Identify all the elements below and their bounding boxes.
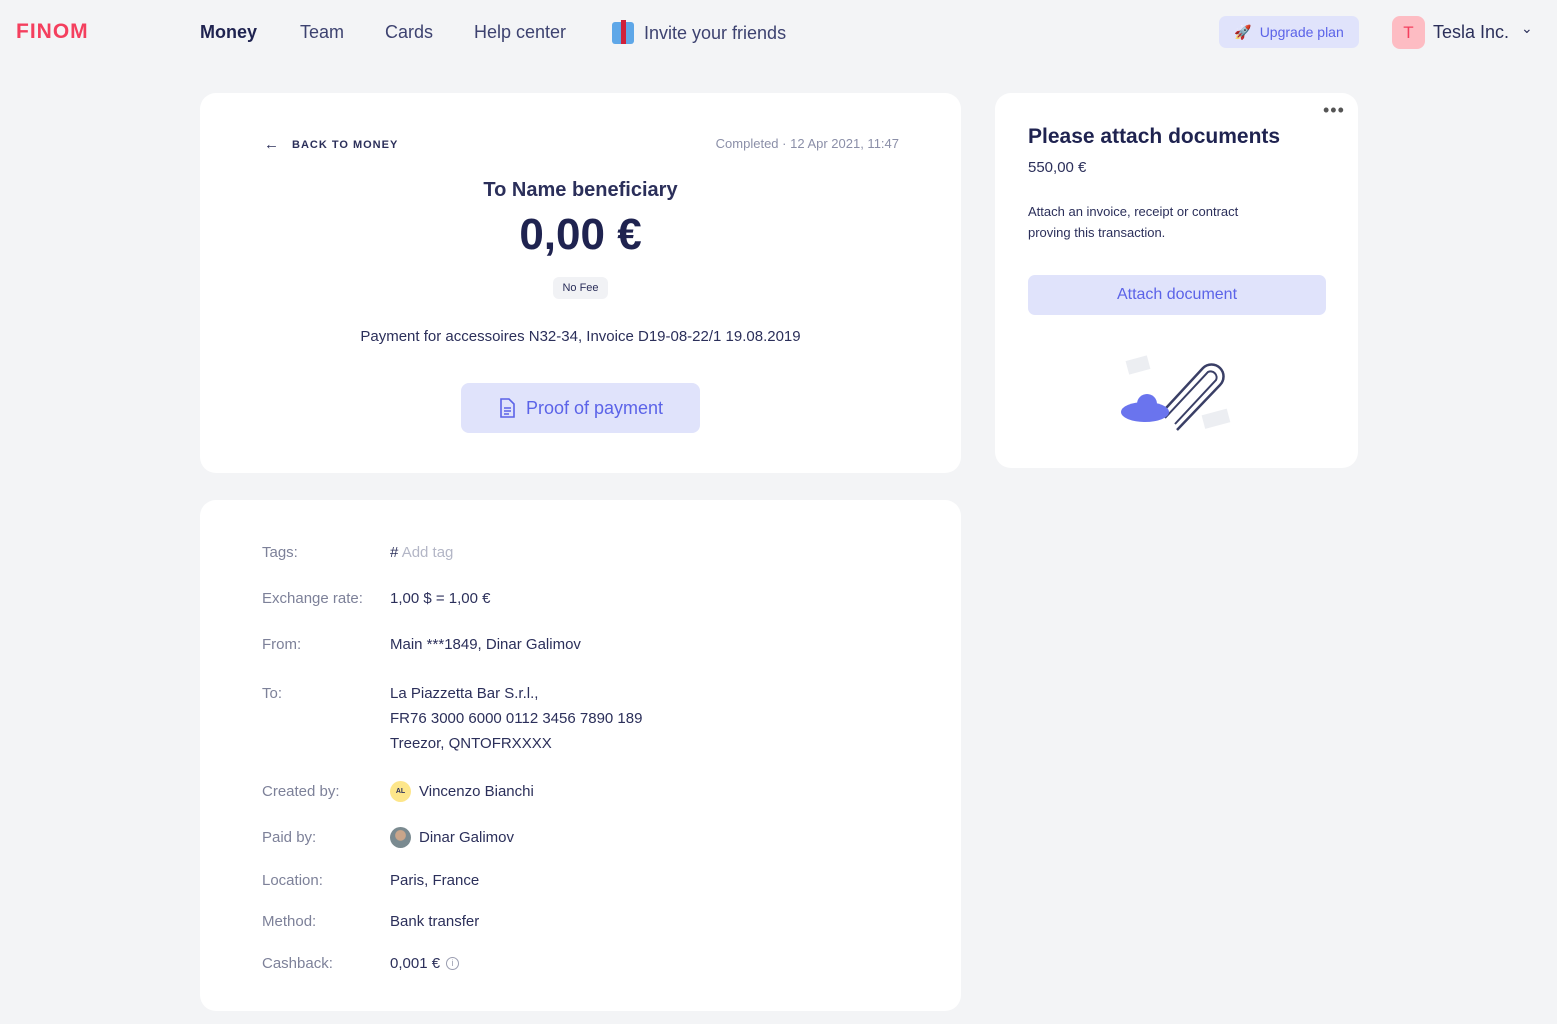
exchange-rate-value: 1,00 $ = 1,00 € <box>390 590 491 607</box>
nav-help-center[interactable]: Help center <box>474 22 567 42</box>
to-line-bank: Treezor, QNTOFRXXXX <box>390 735 552 752</box>
to-line-iban: FR76 3000 6000 0112 3456 7890 189 <box>390 710 643 727</box>
gift-icon <box>612 20 634 44</box>
nav-cards[interactable]: Cards <box>385 22 434 42</box>
location-value: Paris, France <box>390 872 480 889</box>
proof-of-payment-button[interactable]: Proof of payment <box>461 383 700 433</box>
upgrade-plan-button[interactable]: 🚀 Upgrade plan <box>1219 16 1359 48</box>
attach-document-button[interactable]: Attach document <box>1028 275 1326 315</box>
back-label: BACK TO MONEY <box>292 138 399 151</box>
created-by-label: Created by: <box>262 783 340 800</box>
arrow-left-icon: ← <box>264 136 280 153</box>
transaction-status: Completed · 12 Apr 2021, 11:47 <box>715 136 899 151</box>
created-by-value: AL Vincenzo Bianchi <box>390 779 534 804</box>
from-value: Main ***1849, Dinar Galimov <box>390 636 581 653</box>
transaction-amount: 0,00 € <box>519 210 642 259</box>
cashback-label: Cashback: <box>262 955 333 972</box>
to-line-name: La Piazzetta Bar S.r.l., <box>390 685 539 702</box>
add-tag-input[interactable]: # Add tag <box>390 540 453 565</box>
chevron-down-icon[interactable]: ⌄ <box>1521 20 1533 36</box>
finom-logo[interactable]: FINOM <box>16 20 89 43</box>
info-icon[interactable]: i <box>446 957 460 970</box>
cashback-value: 0,001 € i <box>390 951 460 976</box>
paid-by-name: Dinar Galimov <box>419 829 515 846</box>
company-name[interactable]: Tesla Inc. <box>1433 22 1510 42</box>
company-avatar[interactable]: T <box>1392 16 1425 49</box>
avatar: AL <box>390 781 411 802</box>
to-value: La Piazzetta Bar S.r.l., FR76 3000 6000 … <box>390 681 642 756</box>
proof-label: Proof of payment <box>525 397 664 418</box>
nav-team[interactable]: Team <box>300 22 345 42</box>
rocket-icon: 🚀 <box>1234 23 1252 40</box>
more-options-icon[interactable]: ••• <box>1323 100 1345 120</box>
method-label: Method: <box>262 913 317 930</box>
from-label: From: <box>262 636 302 653</box>
paid-by-label: Paid by: <box>262 829 317 846</box>
method-value: Bank transfer <box>390 913 480 930</box>
paperclip-illustration-icon <box>1121 355 1231 431</box>
nav-invite-friends[interactable]: Invite your friends <box>612 20 787 44</box>
nav-money[interactable]: Money <box>200 22 258 42</box>
hash-icon: # <box>390 544 399 561</box>
avatar <box>390 827 411 848</box>
created-by-name: Vincenzo Bianchi <box>419 783 534 800</box>
attach-text: Attach an invoice, receipt or contract p… <box>1028 204 1239 240</box>
cashback-amount: 0,001 € <box>390 955 441 972</box>
back-to-money-link[interactable]: ← BACK TO MONEY <box>264 136 398 153</box>
beneficiary-title: To Name beneficiary <box>483 179 678 201</box>
paid-by-value: Dinar Galimov <box>390 825 514 850</box>
invite-label: Invite your friends <box>644 22 787 43</box>
upgrade-label: Upgrade plan <box>1259 24 1344 40</box>
fee-badge: No Fee <box>553 277 608 299</box>
to-label: To: <box>262 685 283 702</box>
tags-label: Tags: <box>262 544 298 561</box>
location-label: Location: <box>262 872 323 889</box>
details-card <box>200 500 961 1011</box>
attach-amount: 550,00 € <box>1028 159 1087 176</box>
document-icon <box>500 398 515 418</box>
exchange-rate-label: Exchange rate: <box>262 590 363 607</box>
add-tag-placeholder: Add tag <box>401 544 454 561</box>
transaction-description: Payment for accessoires N32-34, Invoice … <box>360 328 801 345</box>
attach-title: Please attach documents <box>1028 125 1281 148</box>
